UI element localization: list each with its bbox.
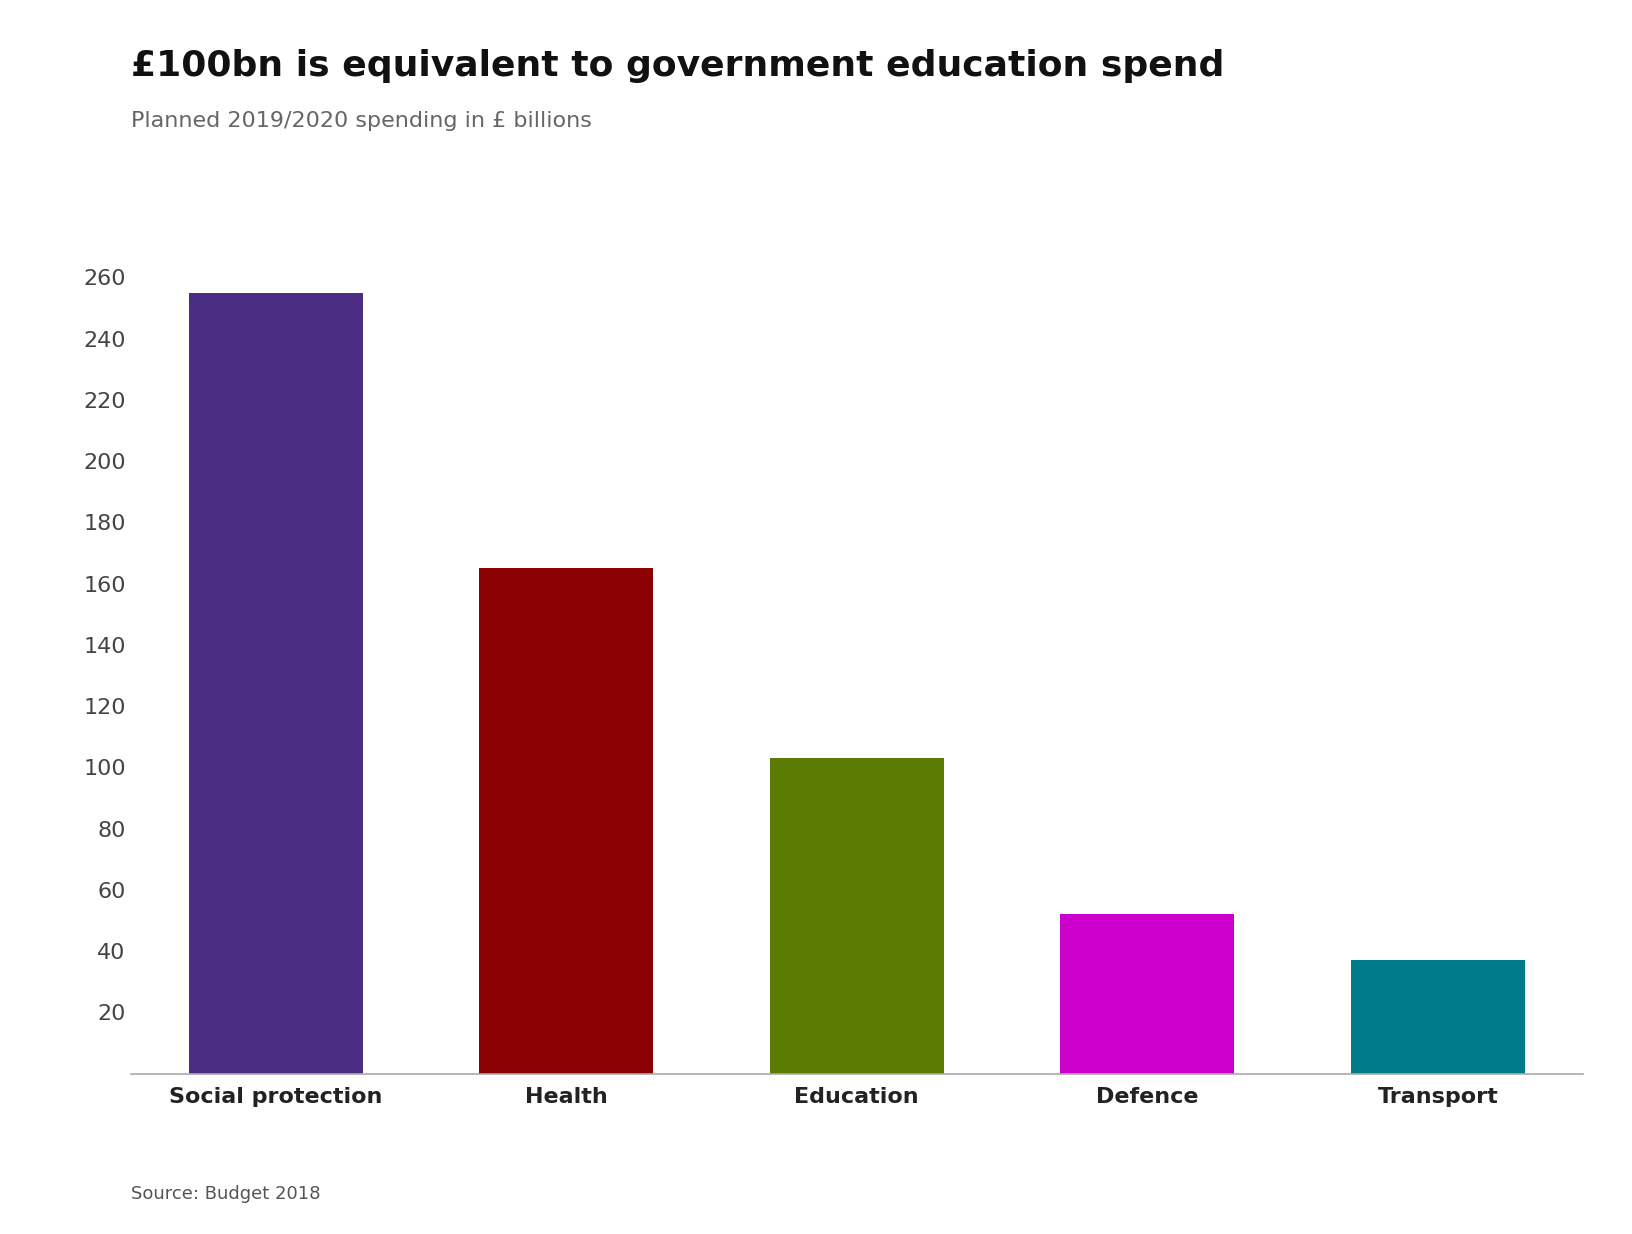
Text: £100bn is equivalent to government education spend: £100bn is equivalent to government educa… xyxy=(131,49,1224,84)
Bar xyxy=(480,569,653,1074)
Bar xyxy=(1351,960,1524,1074)
Text: BBC: BBC xyxy=(1479,1176,1521,1196)
Bar xyxy=(189,292,362,1074)
Bar xyxy=(770,758,943,1074)
Text: Planned 2019/2020 spending in £ billions: Planned 2019/2020 spending in £ billions xyxy=(131,111,591,131)
Bar xyxy=(1061,914,1234,1074)
Text: Source: Budget 2018: Source: Budget 2018 xyxy=(131,1185,320,1203)
